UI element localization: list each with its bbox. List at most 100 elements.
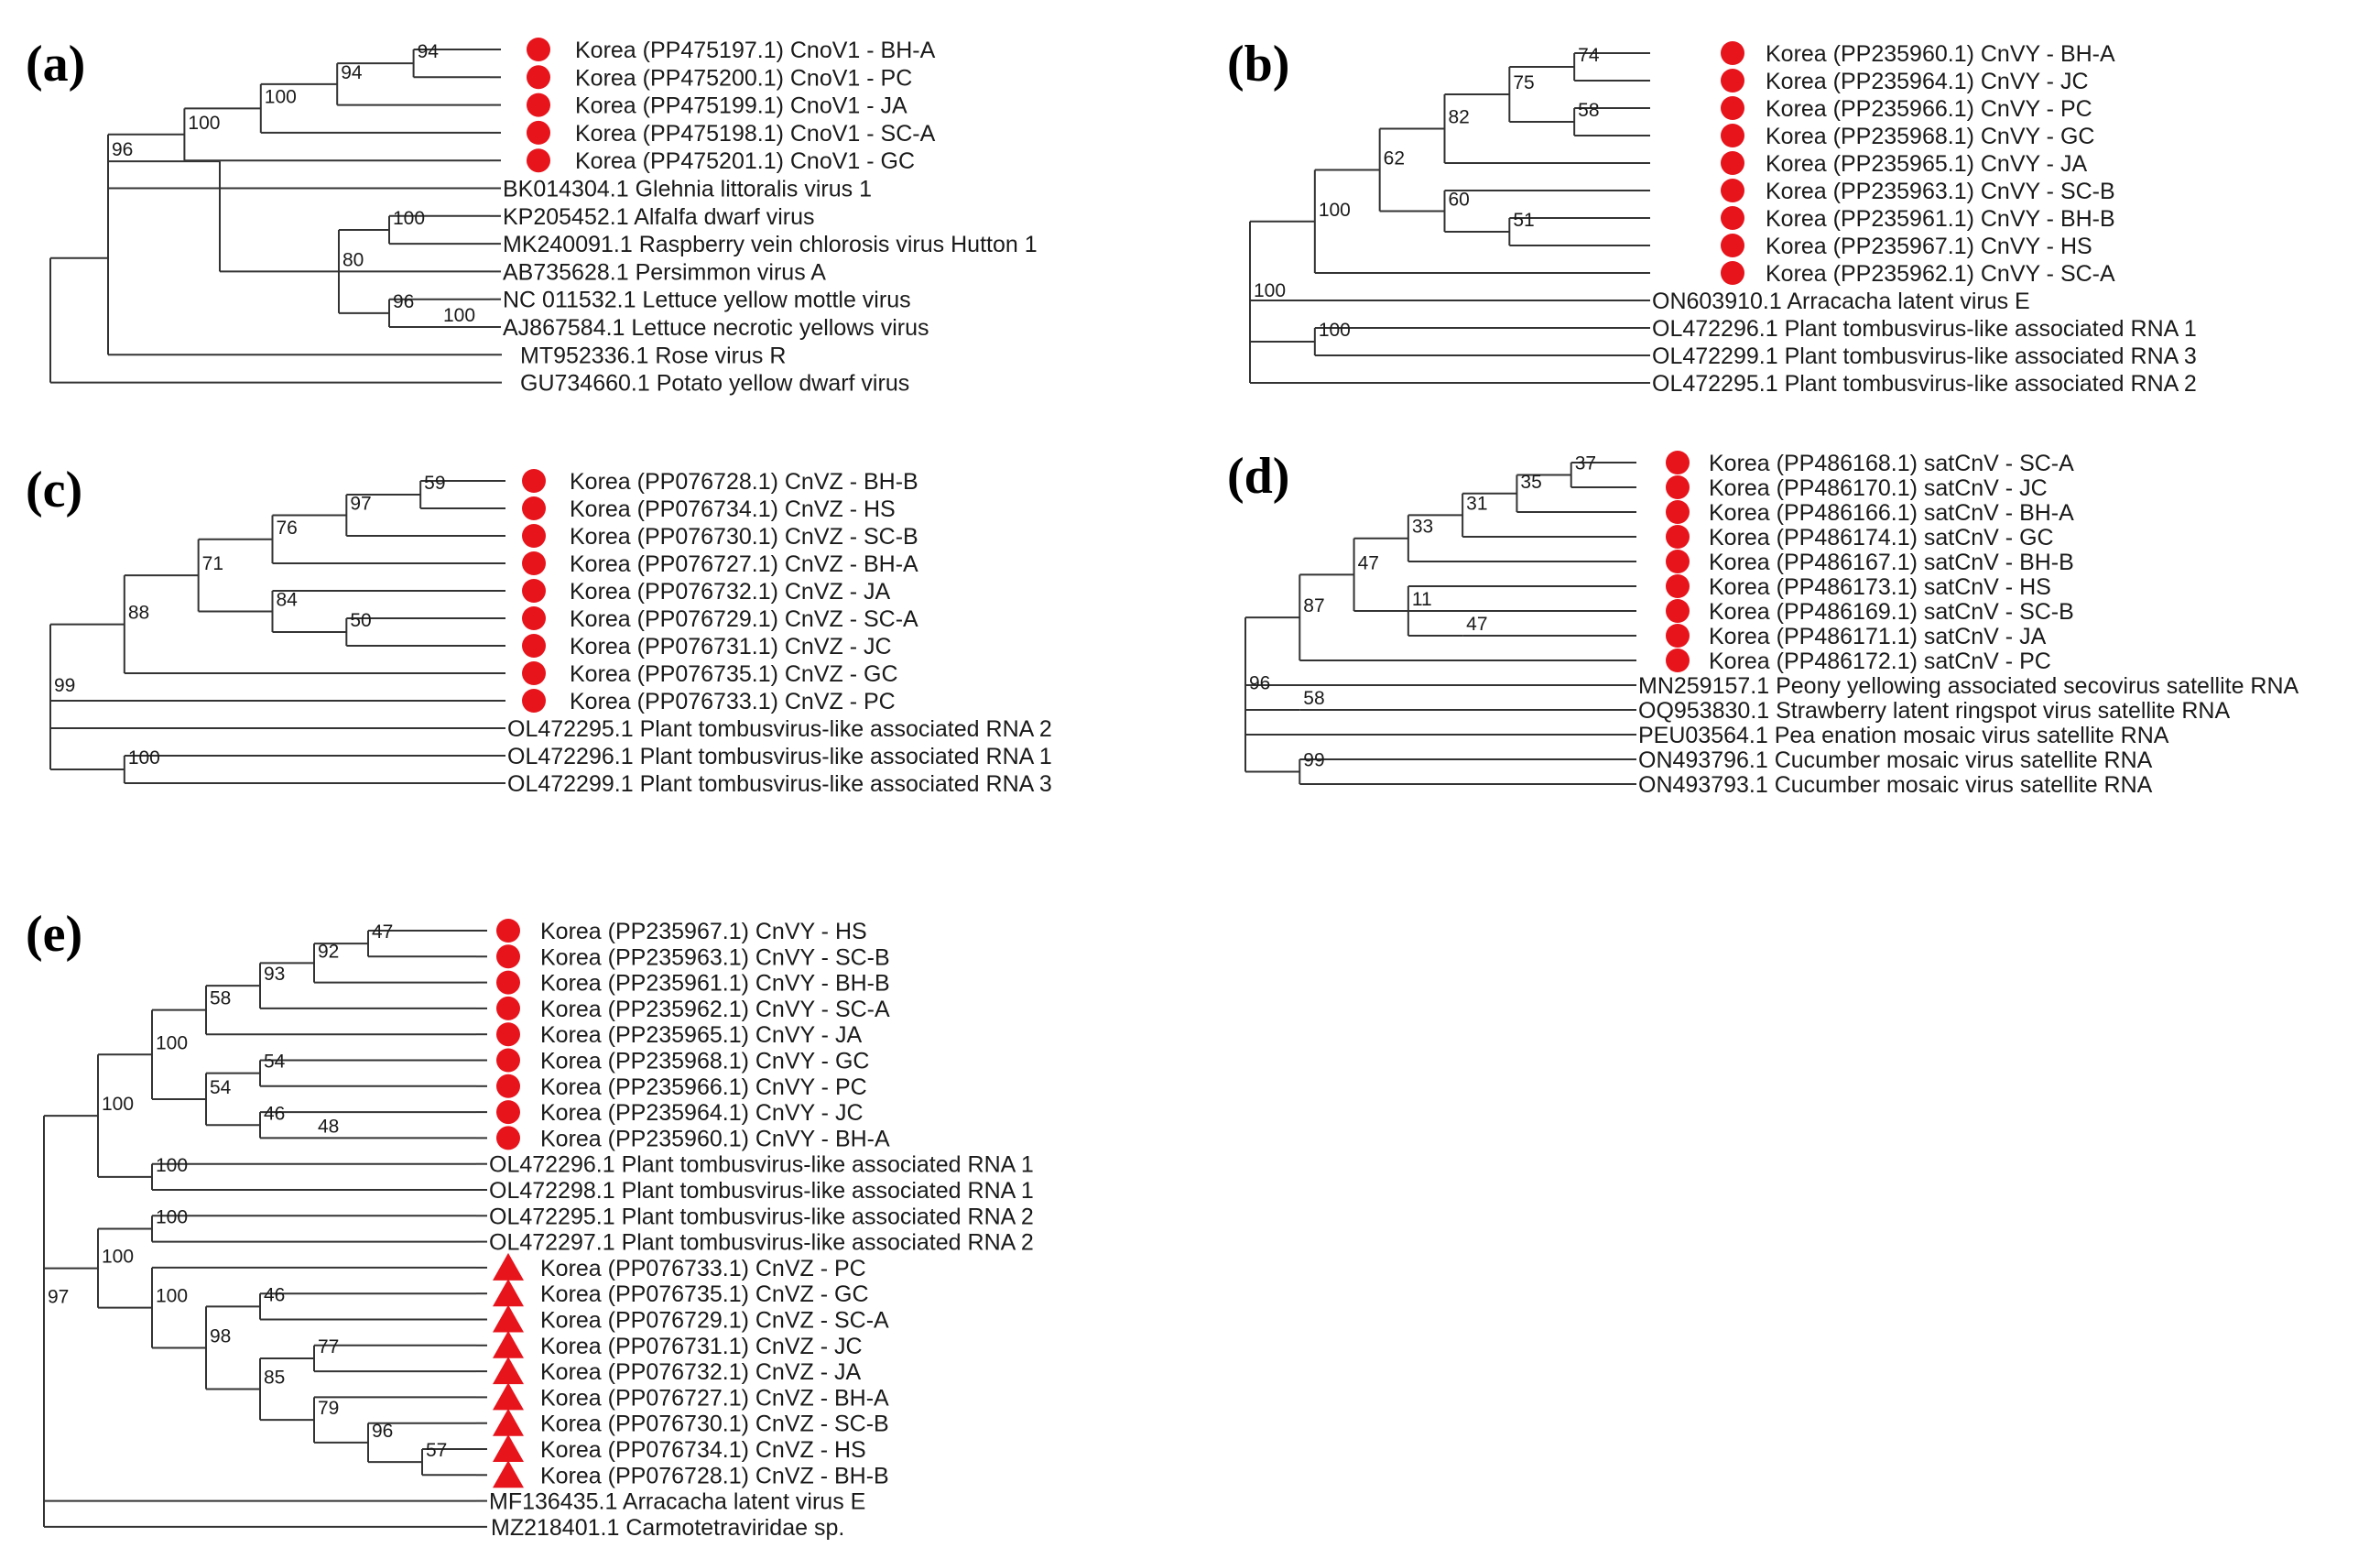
taxon-label: OL472298.1 Plant tombusvirus-like associ… (489, 1178, 1034, 1204)
bootstrap-value: 82 (1449, 107, 1470, 128)
panel-label-b: (b) (1227, 36, 1289, 93)
red-circle-marker (522, 634, 546, 658)
taxon-label: Korea (PP235962.1) CnVY - SC-A (540, 997, 890, 1022)
taxon-label: OL472299.1 Plant tombusvirus-like associ… (507, 771, 1052, 797)
taxon-label: Korea (PP486167.1) satCnV - BH-B (1709, 550, 2074, 575)
bootstrap-value: 87 (1303, 595, 1324, 616)
red-circle-marker (1666, 475, 1690, 499)
taxon-label: Korea (PP486171.1) satCnV - JA (1709, 624, 2047, 649)
taxon-label: Korea (PP235961.1) CnVY - BH-B (540, 971, 890, 997)
red-circle-marker (1721, 179, 1744, 202)
bootstrap-value: 100 (1319, 200, 1351, 221)
red-circle-marker (527, 38, 550, 61)
bootstrap-value: 75 (1513, 72, 1534, 93)
taxon-label: Korea (PP076728.1) CnVZ - BH-B (540, 1463, 889, 1488)
taxon-label: MT952336.1 Rose virus R (520, 343, 786, 368)
taxon-label: Korea (PP076732.1) CnVZ - JA (540, 1359, 861, 1385)
taxon-label: BK014304.1 Glehnia littoralis virus 1 (503, 177, 872, 202)
red-circle-marker (522, 551, 546, 575)
bootstrap-value: 60 (1449, 190, 1470, 211)
taxon-label: OL472296.1 Plant tombusvirus-like associ… (489, 1152, 1034, 1178)
bootstrap-value: 47 (1466, 614, 1487, 635)
bootstrap-value: 99 (54, 675, 75, 696)
taxon-label: Korea (PP076733.1) CnVZ - PC (570, 689, 896, 714)
taxon-label: GU734660.1 Potato yellow dwarf virus (520, 371, 909, 397)
red-circle-marker (1666, 525, 1690, 549)
red-circle-marker (496, 1126, 520, 1150)
taxon-label: Korea (PP076727.1) CnVZ - BH-A (540, 1385, 889, 1411)
bootstrap-value: 100 (443, 305, 475, 326)
taxon-label: Korea (PP076731.1) CnVZ - JC (540, 1334, 863, 1359)
red-circle-marker (522, 496, 546, 520)
taxon-label: Korea (PP076734.1) CnVZ - HS (540, 1437, 866, 1463)
red-circle-marker (522, 579, 546, 603)
red-triangle-marker (493, 1357, 524, 1385)
bootstrap-value: 100 (156, 1032, 188, 1053)
red-circle-marker (1721, 69, 1744, 93)
red-triangle-marker (493, 1330, 524, 1358)
bootstrap-value: 97 (350, 494, 371, 515)
red-circle-marker (1721, 151, 1744, 175)
bootstrap-value: 47 (372, 921, 393, 943)
bootstrap-value: 92 (318, 941, 339, 962)
red-circle-marker (1666, 574, 1690, 598)
taxon-label: Korea (PP076734.1) CnVZ - HS (570, 496, 896, 522)
red-circle-marker (1666, 550, 1690, 573)
taxon-label: Korea (PP235966.1) CnVY - PC (540, 1074, 867, 1100)
taxon-label: Korea (PP235968.1) CnVY - GC (1766, 124, 2094, 149)
bootstrap-value: 54 (264, 1052, 286, 1073)
bootstrap-value: 96 (1249, 672, 1270, 693)
red-circle-marker (522, 689, 546, 713)
taxon-label: Korea (PP076735.1) CnVZ - GC (570, 661, 898, 687)
red-triangle-marker (493, 1382, 524, 1411)
taxon-label: OL472296.1 Plant tombusvirus-like associ… (1652, 316, 2197, 342)
taxon-label: ON493793.1 Cucumber mosaic virus satelli… (1638, 772, 2153, 798)
bootstrap-value: 100 (1254, 280, 1286, 301)
bootstrap-value: 79 (318, 1398, 339, 1419)
bootstrap-value: 37 (1575, 453, 1596, 474)
taxon-label: MK240091.1 Raspberry vein chlorosis viru… (503, 232, 1038, 257)
red-circle-marker (522, 524, 546, 548)
bootstrap-value: 97 (48, 1286, 69, 1307)
taxon-label: Korea (PP076735.1) CnVZ - GC (540, 1281, 869, 1307)
red-circle-marker (522, 606, 546, 630)
taxon-label: Korea (PP486168.1) satCnV - SC-A (1709, 451, 2074, 476)
taxon-label: PEU03564.1 Pea enation mosaic virus sate… (1638, 723, 2169, 748)
taxon-label: Korea (PP235967.1) CnVY - HS (540, 919, 867, 944)
bootstrap-value: 77 (318, 1336, 339, 1357)
bootstrap-value: 93 (264, 964, 285, 985)
taxon-label: Korea (PP486173.1) satCnV - HS (1709, 574, 2051, 600)
red-circle-marker (522, 661, 546, 685)
tree-layer: 94 94 100 100 96 Korea (PP475197.1) CnoV1 - B… (43, 38, 2299, 1541)
bootstrap-value: 46 (264, 1284, 285, 1305)
red-circle-marker (1721, 124, 1744, 147)
taxon-label: Korea (PP486170.1) satCnV - JC (1709, 475, 2048, 501)
bootstrap-value: 98 (210, 1325, 231, 1346)
red-circle-marker (1666, 624, 1690, 648)
bootstrap-value: 80 (342, 249, 364, 270)
taxon-label: MZ218401.1 Carmotetraviridae sp. (491, 1515, 844, 1541)
bootstrap-value: 99 (1303, 750, 1324, 771)
bootstrap-value: 48 (318, 1116, 339, 1137)
taxon-label: Korea (PP475200.1) CnoV1 - PC (575, 65, 912, 91)
bootstrap-value: 59 (424, 473, 445, 494)
taxon-label: Korea (PP475197.1) CnoV1 - BH-A (575, 38, 936, 63)
red-circle-marker (1721, 206, 1744, 230)
red-triangle-marker (493, 1252, 524, 1281)
taxon-label: OL472295.1 Plant tombusvirus-like associ… (507, 716, 1052, 742)
taxon-label: OL472295.1 Plant tombusvirus-like associ… (1652, 371, 2197, 397)
bootstrap-value: 100 (156, 1286, 188, 1307)
taxon-label: Korea (PP235961.1) CnVY - BH-B (1766, 206, 2115, 232)
bootstrap-value: 96 (372, 1421, 393, 1442)
panel-label-c: (c) (26, 462, 82, 518)
taxon-label: OL472295.1 Plant tombusvirus-like associ… (489, 1204, 1034, 1229)
bootstrap-value: 47 (1358, 552, 1379, 573)
taxon-label: Korea (PP235962.1) CnVY - SC-A (1766, 261, 2115, 287)
red-circle-marker (527, 93, 550, 117)
red-triangle-marker (493, 1408, 524, 1436)
red-circle-marker (527, 148, 550, 173)
red-circle-marker (1721, 234, 1744, 257)
red-circle-marker (496, 944, 520, 969)
taxon-label: Korea (PP235965.1) CnVY - JA (1766, 151, 2087, 177)
